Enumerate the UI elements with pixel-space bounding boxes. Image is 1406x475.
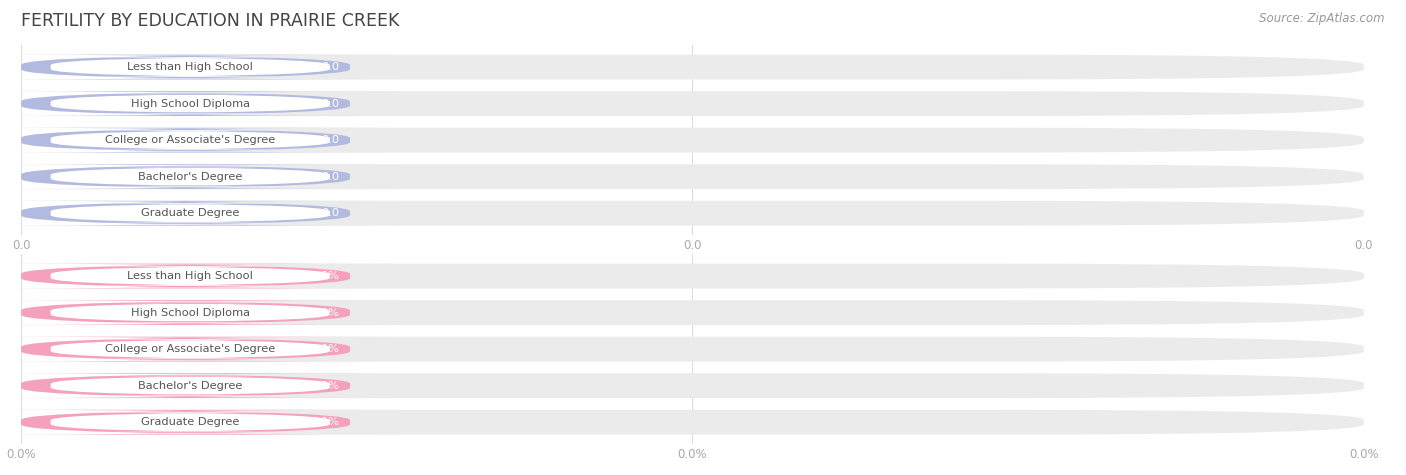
FancyBboxPatch shape <box>0 300 396 325</box>
Text: High School Diploma: High School Diploma <box>131 308 250 318</box>
Text: 0.0: 0.0 <box>321 135 339 145</box>
FancyBboxPatch shape <box>21 264 1364 288</box>
Text: 0.0%: 0.0% <box>311 308 339 318</box>
FancyBboxPatch shape <box>0 264 396 288</box>
FancyBboxPatch shape <box>21 300 1364 325</box>
FancyBboxPatch shape <box>0 373 396 398</box>
FancyBboxPatch shape <box>35 376 346 396</box>
Text: 0.0%: 0.0% <box>311 344 339 354</box>
Text: Source: ZipAtlas.com: Source: ZipAtlas.com <box>1260 12 1385 25</box>
FancyBboxPatch shape <box>21 373 1364 398</box>
Text: 0.0: 0.0 <box>321 208 339 218</box>
Text: FERTILITY BY EDUCATION IN PRAIRIE CREEK: FERTILITY BY EDUCATION IN PRAIRIE CREEK <box>21 12 399 30</box>
FancyBboxPatch shape <box>21 55 1364 79</box>
FancyBboxPatch shape <box>0 164 396 189</box>
Text: 0.0: 0.0 <box>321 62 339 72</box>
Text: College or Associate's Degree: College or Associate's Degree <box>105 135 276 145</box>
FancyBboxPatch shape <box>35 339 346 359</box>
Text: Less than High School: Less than High School <box>128 271 253 281</box>
FancyBboxPatch shape <box>0 410 396 435</box>
FancyBboxPatch shape <box>21 128 1364 152</box>
FancyBboxPatch shape <box>0 91 396 116</box>
FancyBboxPatch shape <box>21 410 1364 435</box>
Text: 0.0%: 0.0% <box>311 271 339 281</box>
Text: 0.0%: 0.0% <box>311 380 339 390</box>
FancyBboxPatch shape <box>21 91 1364 116</box>
FancyBboxPatch shape <box>35 167 346 187</box>
FancyBboxPatch shape <box>35 303 346 323</box>
Text: Graduate Degree: Graduate Degree <box>141 208 239 218</box>
FancyBboxPatch shape <box>35 266 346 286</box>
Text: High School Diploma: High School Diploma <box>131 99 250 109</box>
FancyBboxPatch shape <box>35 57 346 77</box>
FancyBboxPatch shape <box>0 55 396 79</box>
Text: Less than High School: Less than High School <box>128 62 253 72</box>
FancyBboxPatch shape <box>21 164 1364 189</box>
Text: 0.0: 0.0 <box>321 99 339 109</box>
Text: Bachelor's Degree: Bachelor's Degree <box>138 380 242 390</box>
FancyBboxPatch shape <box>35 412 346 432</box>
FancyBboxPatch shape <box>21 337 1364 361</box>
FancyBboxPatch shape <box>21 201 1364 226</box>
FancyBboxPatch shape <box>0 337 396 361</box>
FancyBboxPatch shape <box>35 203 346 223</box>
Text: 0.0%: 0.0% <box>311 417 339 427</box>
Text: College or Associate's Degree: College or Associate's Degree <box>105 344 276 354</box>
Text: Bachelor's Degree: Bachelor's Degree <box>138 171 242 181</box>
Text: Graduate Degree: Graduate Degree <box>141 417 239 427</box>
FancyBboxPatch shape <box>35 94 346 114</box>
FancyBboxPatch shape <box>0 128 396 152</box>
Text: 0.0: 0.0 <box>321 171 339 181</box>
FancyBboxPatch shape <box>0 201 396 226</box>
FancyBboxPatch shape <box>35 130 346 150</box>
